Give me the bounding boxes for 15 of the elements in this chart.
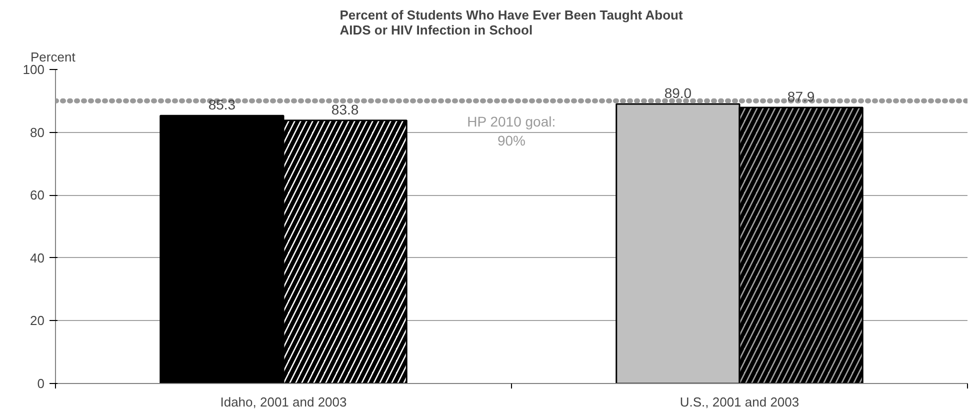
data-label: 89.0 [664, 85, 692, 102]
y-tick-label: 40 [30, 250, 45, 266]
y-tick-label: 0 [37, 376, 45, 391]
y-axis-title: Percent [30, 50, 76, 64]
data-label: 83.8 [331, 101, 359, 118]
y-tick-label: 60 [30, 188, 45, 203]
chart-title: Percent of Students Who Have Ever Been Taught About AIDS or HIV Infection in School [340, 8, 684, 38]
y-tick-label: 80 [30, 124, 45, 140]
y-tick-label: 20 [30, 313, 45, 328]
data-label: 87.9 [787, 88, 815, 104]
y-tick-label: 100 [22, 62, 45, 77]
ref-line-label: HP 2010 goal: 90% [467, 113, 556, 149]
data-label: 85.3 [208, 96, 236, 113]
x-tick-label: Idaho, 2001 and 2003 [220, 394, 347, 410]
x-tick-label: U.S., 2001 and 2003 [680, 394, 800, 410]
